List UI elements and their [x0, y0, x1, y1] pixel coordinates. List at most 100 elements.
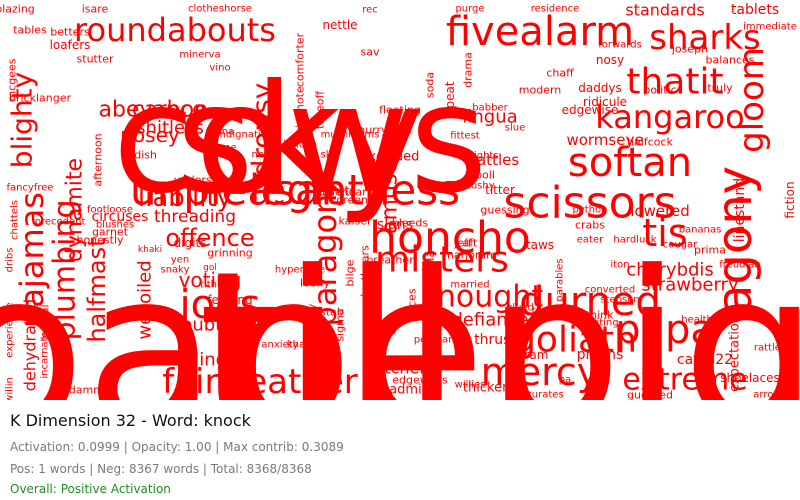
- cloud-word: butcher: [364, 359, 426, 378]
- cloud-word: takeoff: [314, 91, 327, 130]
- cloud-word: married: [450, 280, 489, 291]
- cloud-word: pennsylvania: [423, 250, 437, 330]
- cloud-word: loony: [300, 277, 330, 290]
- cloud-word: plumbing: [48, 199, 83, 340]
- cloud-word: shoelaces: [720, 371, 780, 385]
- cloud-word: mercy: [481, 350, 600, 394]
- cloud-word: soda: [424, 72, 437, 98]
- cloud-word: anxiety: [261, 340, 298, 351]
- cloud-word: khaki: [138, 245, 162, 255]
- cloud-word: cows: [112, 53, 487, 227]
- cloud-word: judas: [363, 323, 396, 337]
- cloud-word: tis: [642, 211, 687, 255]
- cloud-word: blighty: [6, 72, 39, 168]
- cloud-word: voting: [179, 268, 242, 292]
- cloud-word: willin: [5, 377, 16, 400]
- cloud-word: parables: [555, 258, 566, 301]
- cloud-word: glued: [506, 303, 534, 314]
- cloud-word: peat: [443, 81, 457, 108]
- cloud-word: chaff: [546, 67, 574, 80]
- cloud-word: bricklanger: [9, 92, 71, 105]
- cloud-word: hyperbole: [275, 265, 325, 276]
- cloud-word: greens: [336, 194, 374, 207]
- cloud-word: ferrets: [314, 185, 357, 200]
- cloud-word: fauna: [206, 127, 234, 138]
- cloud-word: afternoon: [92, 133, 105, 186]
- cloud-word: prima: [694, 244, 726, 257]
- cloud-word: inviting: [581, 318, 618, 329]
- cloud-word: fancyfree: [6, 183, 53, 194]
- cloud-word: jeff: [453, 237, 472, 250]
- cloud-word: sky: [176, 53, 424, 227]
- cloud-word: till: [198, 225, 462, 401]
- cloud-word: breather: [366, 254, 414, 267]
- cloud-word: incarnate: [40, 331, 51, 378]
- cloud-word: thrust: [474, 332, 516, 348]
- cloud-word: minerva: [179, 50, 220, 61]
- cloud-word: poll: [475, 169, 495, 182]
- cloud-word: freudian: [719, 260, 761, 271]
- cloud-word: stepson: [600, 295, 639, 306]
- cloud-word: sidenote: [294, 86, 307, 134]
- cloud-word: drama: [462, 52, 475, 88]
- cloud-word: shitless: [136, 118, 204, 139]
- cloud-word: expectations: [728, 308, 743, 392]
- cloud-word: deathears: [359, 245, 372, 301]
- cloud-word: pajamas: [13, 192, 51, 328]
- cloud-word: thatit: [626, 62, 723, 103]
- cloud-word: guessing: [480, 204, 529, 217]
- cloud-word: immediate: [743, 22, 797, 33]
- cloud-word: wellington: [163, 350, 256, 371]
- cloud-word: healthy: [681, 315, 719, 326]
- cloud-word: kangaroo: [595, 98, 744, 136]
- cloud-word: khazi: [287, 340, 313, 351]
- word-count-stats: Pos: 1 words | Neg: 8367 words | Total: …: [10, 462, 312, 476]
- cloud-word: carbon: [132, 98, 208, 123]
- cloud-word: nosey: [120, 123, 180, 147]
- cloud-word: mcgees: [6, 58, 19, 101]
- cloud-word: clotheshorse: [188, 4, 252, 15]
- cloud-word: digits: [174, 236, 207, 250]
- cloud-word: dribs: [5, 248, 16, 273]
- cloud-word: extreme: [622, 363, 747, 398]
- cloud-word: bilge: [344, 259, 357, 286]
- cloud-word: converted: [585, 285, 636, 296]
- cloud-word: nettle: [322, 18, 357, 32]
- cloud-word: tablets: [731, 2, 779, 18]
- cloud-word: fiction: [783, 181, 797, 218]
- cloud-word: bleeds: [392, 217, 429, 230]
- cloud-word: iton: [610, 260, 629, 271]
- cloud-word: footloose: [87, 205, 133, 216]
- cloud-word: nosy: [596, 53, 624, 67]
- cloud-word: amused: [378, 146, 403, 234]
- cloud-word: thickens: [463, 381, 517, 396]
- cloud-word: fairweather: [162, 362, 358, 400]
- cloud-word: babber: [472, 103, 508, 114]
- cloud-word: abeyance: [98, 98, 205, 123]
- cloud-word: skis: [321, 150, 340, 161]
- cloud-word: experience: [5, 302, 16, 357]
- cloud-word: jericho: [282, 140, 317, 151]
- cloud-word: understood: [174, 174, 237, 187]
- cloud-word: threading: [154, 207, 236, 227]
- cloud-word: comforter: [294, 32, 307, 87]
- cloud-word: modern: [519, 84, 562, 97]
- cloud-word: offence: [165, 224, 254, 252]
- cloud-word: papa: [615, 307, 715, 353]
- cloud-word: vino: [209, 63, 230, 74]
- cloud-word: legit: [249, 166, 341, 215]
- cloud-word: excluded: [361, 150, 420, 165]
- cloud-word: goliath: [513, 320, 637, 361]
- cloud-word: garnet: [92, 226, 129, 239]
- dimension-title: K Dimension 32 - Word: knock: [10, 411, 251, 430]
- cloud-word: rec: [362, 5, 378, 16]
- cloud-word: charybdis: [626, 260, 714, 281]
- cloud-word: precedent: [35, 217, 86, 228]
- cloud-word: halfcock: [627, 136, 673, 149]
- cloud-word: nought: [437, 280, 543, 315]
- cloud-word: agony: [707, 166, 763, 314]
- cloud-word: prisms: [577, 347, 624, 363]
- cloud-word: hurryrush: [358, 124, 412, 137]
- cloud-word: rattles: [754, 343, 786, 354]
- cloud-word: herbal: [39, 304, 52, 339]
